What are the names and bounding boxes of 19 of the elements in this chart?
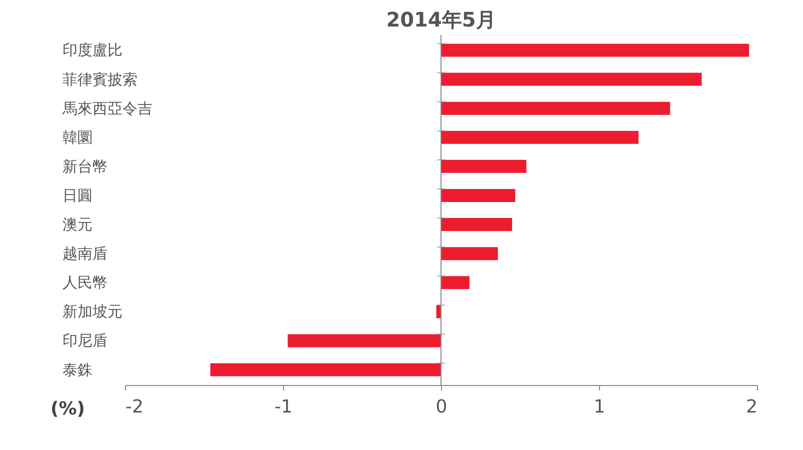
x-tick-label: 2 [746, 396, 758, 418]
y-tick-label: 日圓 [62, 186, 92, 204]
y-tick-label: 澳元 [62, 216, 92, 234]
y-tick-label: 馬來西亞令吉 [62, 99, 152, 118]
x-tick-label: -1 [274, 396, 292, 418]
y-tick-label: 韓圜 [62, 128, 92, 146]
y-tick-label: 印尼盾 [62, 332, 108, 350]
y-tick-label: 印度盧比 [62, 41, 122, 60]
chart-title: 2014年5月 [386, 8, 496, 32]
x-tick-label: -2 [126, 396, 144, 418]
x-axis-title: (%) [50, 398, 85, 420]
y-tick-label: 新加坡元 [62, 302, 122, 321]
y-tick-label: 越南盾 [62, 244, 108, 263]
x-tick-label: 0 [436, 396, 448, 418]
x-tick-label: 1 [594, 396, 606, 418]
y-tick-label: 菲律賓披索 [62, 70, 138, 88]
y-tick-label: 泰銖 [62, 360, 92, 379]
y-tick-label: 人民幣 [62, 274, 108, 292]
y-tick-label: 新台幣 [62, 157, 108, 176]
